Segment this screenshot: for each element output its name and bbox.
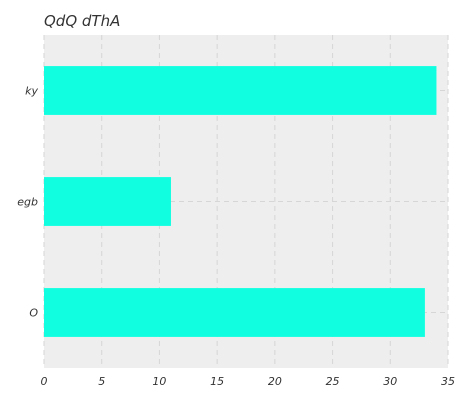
y-tick-label: ky xyxy=(25,85,38,98)
x-axis-tick-labels: 0 5 10 15 20 25 30 35 xyxy=(41,375,456,388)
bar-ky xyxy=(44,66,436,115)
x-tick-label: 15 xyxy=(210,375,224,388)
y-tick-label: O xyxy=(29,307,38,320)
x-tick-label: 10 xyxy=(152,375,166,388)
y-axis-tick-labels: ky egb O xyxy=(17,85,38,320)
x-tick-label: 0 xyxy=(41,375,48,388)
x-tick-label: 30 xyxy=(383,375,397,388)
x-tick-label: 35 xyxy=(441,375,455,388)
bar-O xyxy=(44,288,425,337)
chart-title: QdQ dThA xyxy=(44,12,120,30)
x-tick-label: 20 xyxy=(268,375,282,388)
y-tick-label: egb xyxy=(17,196,38,209)
bar-egb xyxy=(44,177,171,226)
x-tick-label: 5 xyxy=(98,375,105,388)
x-tick-label: 25 xyxy=(326,375,340,388)
